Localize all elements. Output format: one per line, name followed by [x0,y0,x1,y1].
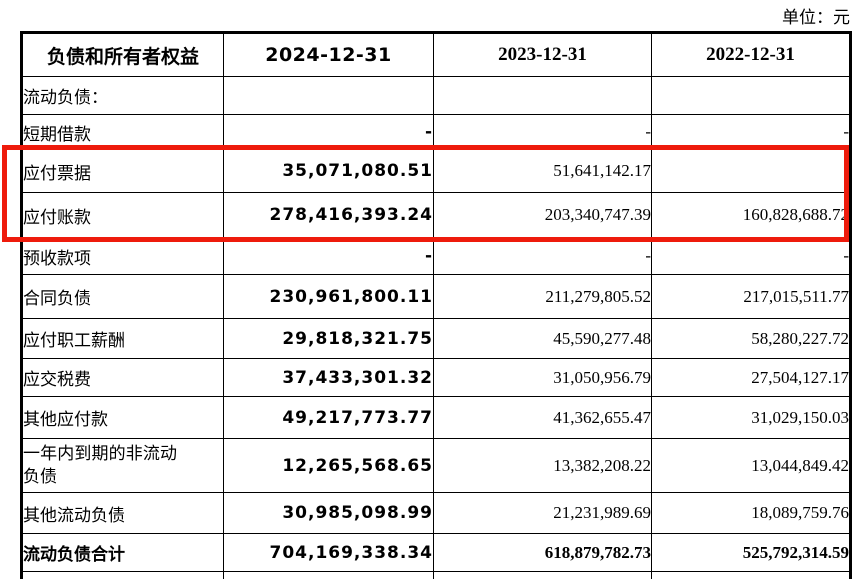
cell-2024: 35,071,080.51 [223,149,434,193]
cell-2024: 37,433,301.32 [223,358,434,397]
cell-2024: 704,169,338.34 [223,533,434,572]
cell-2022: - [651,149,851,193]
cell-2022: 217,015,511.77 [651,274,851,319]
cell-2022: 31,029,150.03 [651,396,851,439]
row-label: 预收款项 [21,237,224,275]
unit-label: 单位：元 [782,8,850,27]
row-label: 流动负债合计 [21,533,224,572]
table-row-employee-compensation-payable: 应付职工薪酬 29,818,321.75 45,590,277.48 58,28… [21,318,851,359]
cell-2023: 618,879,782.73 [433,533,652,572]
table-row-total-current-liabilities: 流动负债合计 704,169,338.34 618,879,782.73 525… [21,533,851,572]
cell-2024: - [223,237,434,275]
cell-2022: 525,792,314.59 [651,533,851,572]
cell-2024: 12,265,568.65 [223,438,434,493]
cell-2023: 203,340,747.39 [433,192,652,238]
row-label: 短期借款 [21,114,224,150]
row-label: 其他流动负债 [21,492,224,534]
cell-2024: - [223,114,434,150]
table-row-advances-received: 预收款项 - - - [21,237,851,275]
cell-2023: 51,641,142.17 [433,149,652,193]
cell-2023: 13,382,208.22 [433,438,652,493]
cell-2024: 29,818,321.75 [223,318,434,359]
cell-2023: - [433,114,652,150]
table-row-taxes-payable: 应交税费 37,433,301.32 31,050,956.79 27,504,… [21,358,851,397]
cell-2023: 21,231,989.69 [433,492,652,534]
cell-2024: 230,961,800.11 [223,274,434,319]
cell-2022: 58,280,227.72 [651,318,851,359]
column-header-2023: 2023-12-31 [433,32,652,77]
cell-2023: 41,362,655.47 [433,396,652,439]
table-row-partial [21,571,851,579]
cell-2022: - [651,114,851,150]
column-header-2022: 2022-12-31 [651,32,851,77]
row-label: 应付账款 [21,192,224,238]
row-label: 其他应付款 [21,396,224,439]
cell-2024 [223,76,434,115]
cell-2022: 160,828,688.72 [651,192,851,238]
table-row-contract-liabilities: 合同负债 230,961,800.11 211,279,805.52 217,0… [21,274,851,319]
table-row-notes-payable: 应付票据 35,071,080.51 51,641,142.17 - [21,149,851,193]
column-header-account: 负债和所有者权益 [21,32,224,77]
cell-2022: 18,089,759.76 [651,492,851,534]
row-label: 应付职工薪酬 [21,318,224,359]
cell-2023: - [433,237,652,275]
row-label: 应交税费 [21,358,224,397]
cell-2023 [433,76,652,115]
cell-2022 [651,76,851,115]
row-label: 流动负债： [21,76,224,115]
cell-2022: - [651,237,851,275]
row-label: 应付票据 [21,149,224,193]
table-row-current-liabilities-section: 流动负债： [21,76,851,115]
column-header-2024: 2024-12-31 [223,32,434,77]
liabilities-table-container: 负债和所有者权益 2024-12-31 2023-12-31 2022-12-3… [20,31,856,579]
table-row-other-current-liabilities: 其他流动负债 30,985,098.99 21,231,989.69 18,08… [21,492,851,534]
cell-2024: 278,416,393.24 [223,192,434,238]
row-label: 合同负债 [21,274,224,319]
cell-2022: 13,044,849.42 [651,438,851,493]
row-label: 一年内到期的非流动负债 [21,438,224,493]
table-row-accounts-payable: 应付账款 278,416,393.24 203,340,747.39 160,8… [21,192,851,238]
cell-2022: 27,504,127.17 [651,358,851,397]
cell-2023: 45,590,277.48 [433,318,652,359]
cell-2024: 49,217,773.77 [223,396,434,439]
cell-2023: 31,050,956.79 [433,358,652,397]
liabilities-table: 负债和所有者权益 2024-12-31 2023-12-31 2022-12-3… [20,31,852,579]
table-row-other-payables: 其他应付款 49,217,773.77 41,362,655.47 31,029… [21,396,851,439]
cell-2023: 211,279,805.52 [433,274,652,319]
cell-2024: 30,985,098.99 [223,492,434,534]
table-row-short-term-borrowings: 短期借款 - - - [21,114,851,150]
header-row: 负债和所有者权益 2024-12-31 2023-12-31 2022-12-3… [21,32,851,77]
table-row-noncurrent-liabilities-due-within-one-year: 一年内到期的非流动负债 12,265,568.65 13,382,208.22 … [21,438,851,493]
